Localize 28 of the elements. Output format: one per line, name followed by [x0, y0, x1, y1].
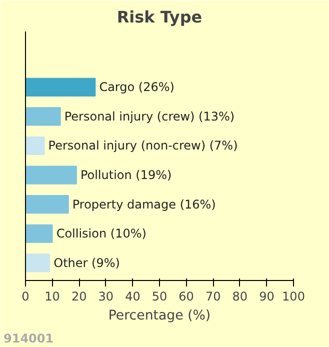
category-label: Property damage (16%) [72, 197, 216, 212]
category-label: Personal injury (non-crew) (7%) [48, 138, 238, 153]
x-axis-title: Percentage (%) [108, 308, 211, 324]
category-label: Other (9%) [54, 256, 120, 270]
bar [26, 107, 61, 126]
category-label: Personal injury (crew) (13%) [64, 109, 235, 124]
x-tick-label: 40 [125, 290, 140, 304]
bar [26, 136, 45, 156]
x-tick-label: 50 [152, 290, 168, 304]
x-tick-label: 100 [282, 290, 305, 304]
x-tick-label: 90 [259, 290, 274, 304]
category-label: Collision (10%) [56, 226, 146, 241]
category-label: Pollution (19%) [80, 168, 172, 182]
bar [26, 254, 50, 272]
bar [26, 195, 69, 214]
bar [26, 224, 53, 243]
x-tick-label: 30 [98, 290, 114, 304]
x-tick-label: 0 [22, 290, 30, 304]
x-tick-label: 60 [178, 290, 194, 304]
x-tick-label: 20 [71, 290, 87, 304]
text: 914001 [4, 332, 54, 346]
chart-title: Risk Type [116, 8, 202, 26]
bar [26, 78, 96, 96]
category-label: Cargo (26%) [99, 80, 174, 94]
x-tick-label: 80 [232, 290, 248, 304]
x-tick-label: 70 [205, 290, 221, 304]
bar [26, 166, 77, 184]
x-tick-label: 10 [44, 290, 60, 304]
